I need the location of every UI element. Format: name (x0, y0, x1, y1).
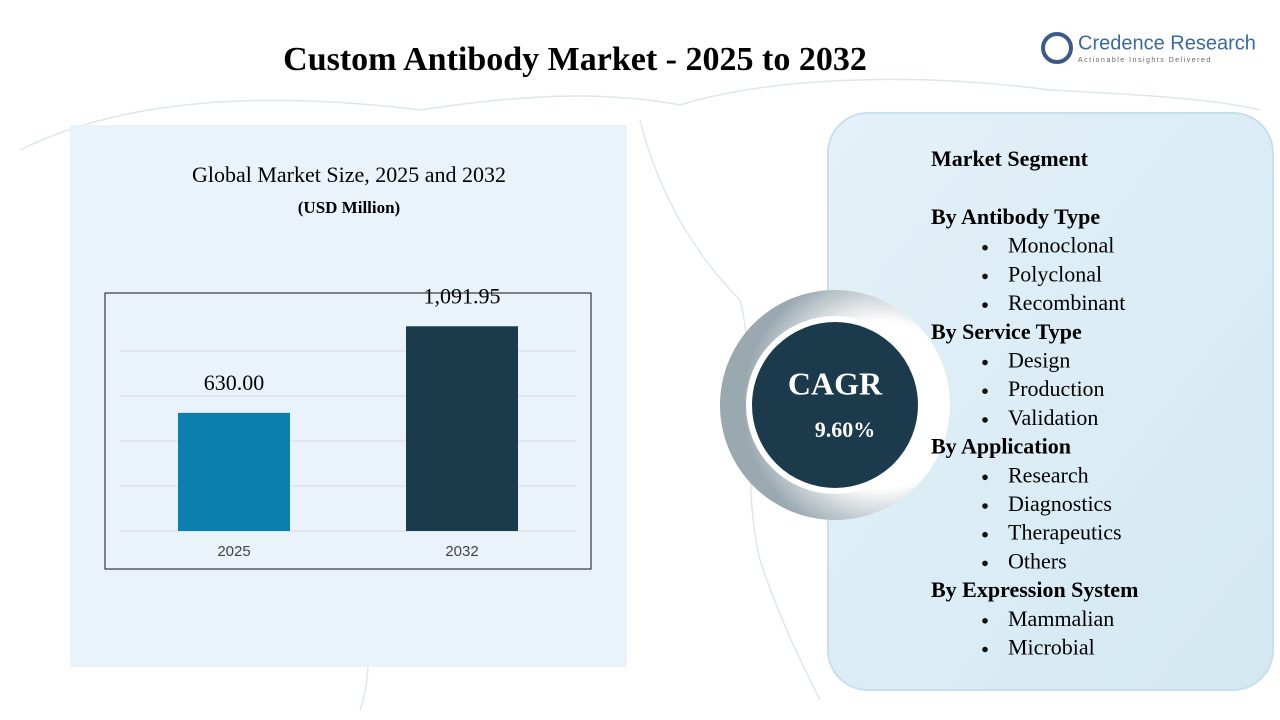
logo-name: Credence Research (1078, 32, 1256, 54)
segment-item: Monoclonal (1008, 233, 1114, 258)
logo: Credence Research Actionable Insights De… (1041, 32, 1256, 64)
segment-item: Polyclonal (1008, 261, 1102, 286)
value-label: 630.00 (204, 370, 265, 395)
x-tick-label: 2025 (217, 543, 250, 560)
segment-group: By Antibody Type (931, 204, 1100, 229)
cagr-label: CAGR (788, 365, 883, 401)
bullet (982, 359, 988, 366)
value-label: 1,091.95 (424, 283, 501, 308)
bar (406, 326, 518, 531)
segment-group: By Application (931, 434, 1071, 459)
segment-list: By Antibody Type Monoclonal Polyclonal Reco… (931, 204, 1138, 660)
bullet (982, 417, 988, 423)
segment-item: Research (1008, 462, 1089, 487)
bar (178, 412, 290, 531)
segment-group: By Service Type (931, 319, 1082, 344)
bullet (982, 273, 988, 280)
logo-icon (1041, 32, 1073, 64)
chart-subtitle: (USD Million) (298, 198, 400, 217)
segment-item: Others (1008, 548, 1067, 573)
bullet (982, 474, 988, 481)
plot: 630.00 2025 1,091.95 2032 (120, 283, 576, 560)
cagr-value: 9.60% (815, 417, 876, 442)
bullet (982, 618, 988, 624)
segment-item: Production (1008, 376, 1105, 401)
bullet (982, 646, 988, 653)
segment-item: Design (1008, 348, 1070, 373)
segment-group: By Expression System (931, 577, 1138, 602)
bullet (982, 388, 988, 395)
chart-title: Global Market Size, 2025 and 2032 (192, 162, 506, 187)
segment-item: Validation (1008, 405, 1098, 430)
segment-item: Therapeutics (1008, 520, 1122, 545)
segment-item: Mammalian (1008, 606, 1114, 631)
bullet (982, 503, 988, 509)
x-tick-label: 2032 (445, 543, 478, 560)
segment-item: Recombinant (1008, 290, 1125, 315)
logo-tagline: Actionable Insights Delivered (1078, 57, 1212, 64)
segment-title: Market Segment (931, 146, 1089, 171)
page-title: Custom Antibody Market - 2025 to 2032 (283, 41, 867, 78)
bullet (982, 244, 988, 251)
segment-item: Microbial (1008, 635, 1095, 660)
bullet (982, 531, 988, 538)
chart-frame (104, 292, 592, 570)
bullet (982, 560, 988, 567)
cagr-circle (746, 316, 924, 494)
segment-item: Diagnostics (1008, 491, 1112, 516)
bullet (982, 302, 988, 308)
